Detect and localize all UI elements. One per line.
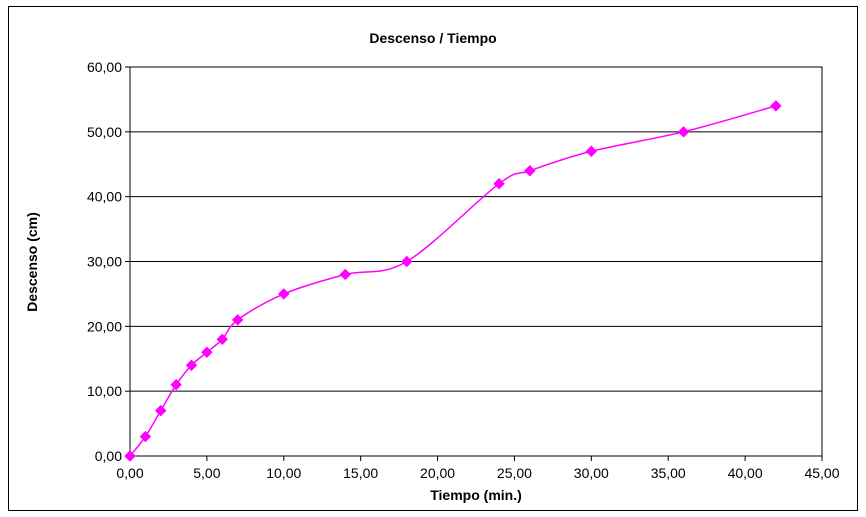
x-tick-label: 0,00 bbox=[116, 465, 143, 481]
y-axis-label: Descenso (cm) bbox=[24, 212, 40, 312]
data-point-marker bbox=[139, 430, 152, 443]
y-tick-label: 30,00 bbox=[87, 254, 122, 270]
x-tick-label: 45,00 bbox=[804, 465, 839, 481]
data-point-marker bbox=[524, 165, 536, 177]
y-tick-label: 50,00 bbox=[87, 124, 122, 140]
data-point-marker bbox=[585, 145, 598, 157]
data-point-marker bbox=[124, 450, 136, 462]
data-point-marker bbox=[201, 346, 213, 358]
x-axis-label: Tiempo (min.) bbox=[430, 487, 522, 503]
data-point-marker bbox=[155, 404, 167, 417]
data-point-marker bbox=[339, 268, 351, 281]
data-point-marker bbox=[170, 378, 182, 391]
x-tick-label: 35,00 bbox=[651, 465, 686, 481]
x-tick-label: 10,00 bbox=[266, 465, 301, 481]
data-point-marker bbox=[493, 177, 505, 190]
chart-frame bbox=[8, 6, 858, 511]
data-point-marker bbox=[770, 100, 782, 112]
x-tick-label: 5,00 bbox=[193, 465, 220, 481]
x-tick-label: 40,00 bbox=[728, 465, 763, 481]
y-tick-label: 0,00 bbox=[95, 448, 122, 464]
data-point-marker bbox=[278, 288, 290, 300]
series-line bbox=[129, 105, 777, 457]
data-point-marker bbox=[185, 359, 198, 371]
x-tick-label: 15,00 bbox=[343, 465, 378, 481]
y-tick-label: 20,00 bbox=[87, 318, 122, 334]
data-point-marker bbox=[677, 126, 690, 138]
y-tick-label: 10,00 bbox=[87, 383, 122, 399]
x-tick-label: 30,00 bbox=[574, 465, 609, 481]
y-tick-label: 40,00 bbox=[87, 189, 122, 205]
data-point-marker bbox=[401, 255, 413, 268]
data-point-marker bbox=[216, 333, 228, 346]
y-tick-label: 60,00 bbox=[87, 59, 122, 75]
x-tick-label: 25,00 bbox=[497, 465, 532, 481]
x-tick-label: 20,00 bbox=[420, 465, 455, 481]
chart-title: Descenso / Tiempo bbox=[369, 30, 496, 46]
data-point-marker bbox=[231, 314, 244, 326]
